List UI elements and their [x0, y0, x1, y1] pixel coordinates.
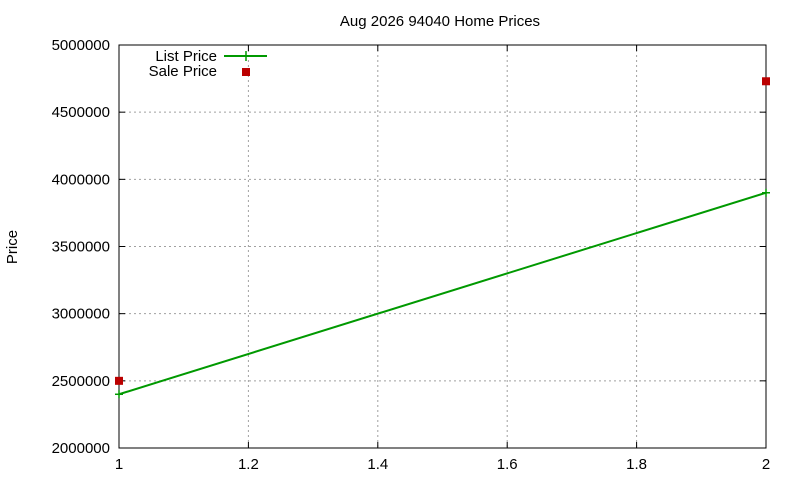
y-tick-label: 2000000 — [52, 440, 110, 457]
legend-label-sale-price: Sale Price — [149, 63, 217, 80]
legend-marker-list-price — [241, 51, 251, 61]
data-point-0-0 — [115, 390, 123, 399]
legend-marker-sale-price — [242, 68, 250, 76]
y-tick-label: 5000000 — [52, 37, 110, 54]
x-tick-label: 1.8 — [626, 456, 647, 473]
data-point-1-1 — [762, 77, 770, 86]
y-axis-label: Price — [4, 230, 21, 264]
plot-frame — [118, 44, 767, 449]
legend-label-list-price: List Price — [155, 48, 217, 65]
x-tick-label: 2 — [762, 456, 770, 473]
y-tick-label: 4500000 — [52, 104, 110, 121]
x-tick-label: 1.6 — [497, 456, 518, 473]
data-point-0-1 — [762, 188, 770, 197]
y-tick-label: 3500000 — [52, 239, 110, 256]
y-tick-label: 4000000 — [52, 171, 110, 188]
x-tick-label: 1.4 — [367, 456, 388, 473]
chart-title: Aug 2026 94040 Home Prices — [340, 13, 540, 30]
data-point-1-0 — [115, 376, 123, 385]
axis-ticks: 1 1.2 1.4 1.6 1.8 2 2000000 2500000 3000000 35000… — [52, 37, 771, 473]
x-tick-label: 1.2 — [238, 456, 259, 473]
grid — [119, 45, 766, 448]
legend: List Price Sale Price — [149, 48, 267, 80]
series-line-0 — [118, 191, 767, 396]
series-layer — [115, 77, 770, 399]
y-tick-label: 3000000 — [52, 306, 110, 323]
x-tick-label: 1 — [115, 456, 123, 473]
y-tick-label: 2500000 — [52, 373, 110, 390]
